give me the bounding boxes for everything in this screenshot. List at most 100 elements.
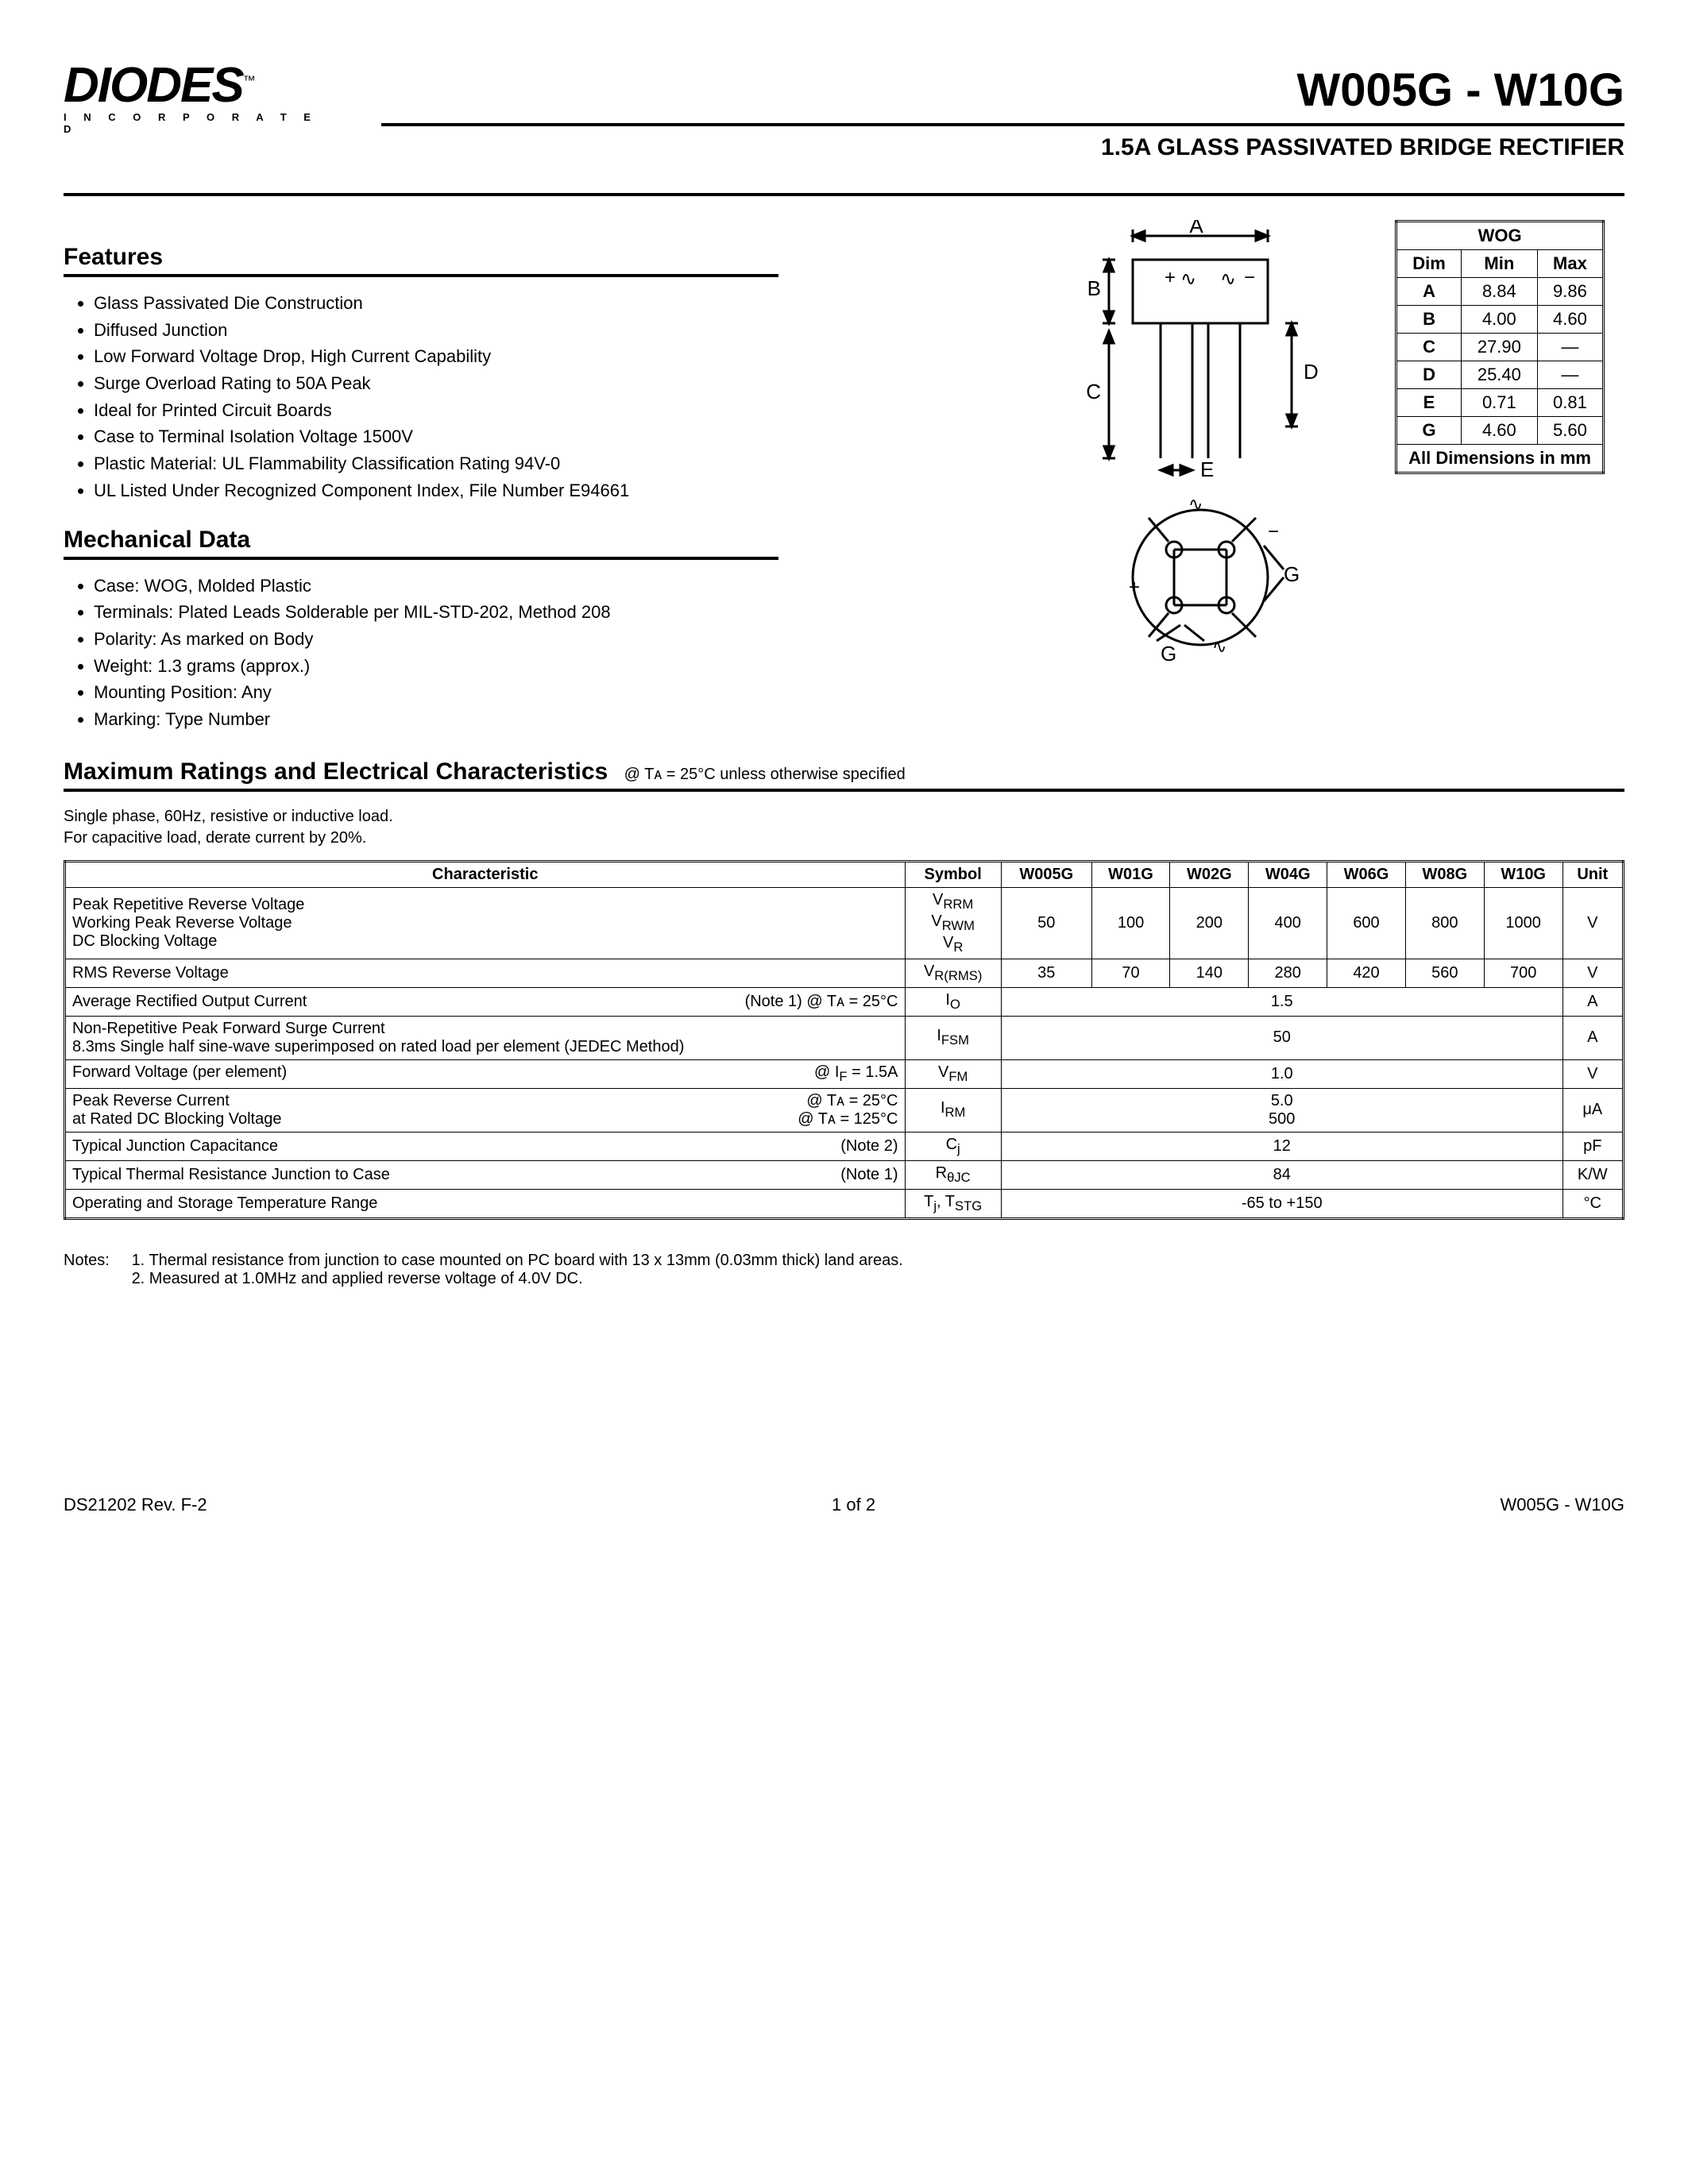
ratings-symbol: Tj, TSTG	[905, 1189, 1001, 1218]
ratings-value: 560	[1405, 959, 1484, 987]
ratings-value: 700	[1484, 959, 1562, 987]
svg-text:A: A	[1190, 220, 1204, 237]
logo-name: DIODES	[64, 58, 243, 113]
ratings-header: W06G	[1327, 861, 1406, 887]
dimension-table: WOG DimMinMax A8.849.86B4.004.60C27.90—D…	[1395, 220, 1605, 474]
svg-text:∿: ∿	[1212, 637, 1226, 657]
list-item: Surge Overload Rating to 50A Peak	[94, 372, 778, 396]
ratings-value: 12	[1001, 1132, 1562, 1160]
logo-text: DIODES™	[64, 64, 334, 108]
ratings-characteristic: Operating and Storage Temperature Range	[65, 1189, 906, 1218]
svg-text:B: B	[1087, 276, 1101, 300]
dim-table-caption: All Dimensions in mm	[1396, 445, 1604, 473]
dim-cell: 8.84	[1461, 278, 1537, 306]
ratings-characteristic: Typical Junction Capacitance(Note 2)	[65, 1132, 906, 1160]
part-number-title: W005G - W10G	[381, 64, 1624, 117]
svg-text:−: −	[1268, 521, 1279, 542]
dim-header: Min	[1461, 250, 1537, 278]
dim-cell: C	[1396, 334, 1462, 361]
svg-text:D: D	[1304, 360, 1319, 384]
svg-text:∿: ∿	[1180, 268, 1196, 290]
ratings-value: 600	[1327, 887, 1406, 959]
list-item: Mounting Position: Any	[94, 681, 778, 704]
product-subtitle: 1.5A GLASS PASSIVATED BRIDGE RECTIFIER	[381, 134, 1624, 161]
ratings-unit: pF	[1562, 1132, 1623, 1160]
svg-text:E: E	[1200, 457, 1214, 481]
svg-text:+: +	[1165, 267, 1176, 288]
svg-text:−: −	[1244, 267, 1255, 288]
ratings-table: CharacteristicSymbolW005GW01GW02GW04GW06…	[64, 860, 1624, 1220]
dim-cell: 5.60	[1537, 417, 1603, 445]
ratings-symbol: VR(RMS)	[905, 959, 1001, 987]
dim-cell: —	[1537, 334, 1603, 361]
ratings-characteristic: Average Rectified Output Current(Note 1)…	[65, 987, 906, 1016]
list-item: Weight: 1.3 grams (approx.)	[94, 654, 778, 678]
ratings-value: 35	[1001, 959, 1091, 987]
dim-cell: 4.60	[1461, 417, 1537, 445]
svg-text:G: G	[1161, 642, 1176, 665]
footer-center: 1 of 2	[832, 1495, 875, 1515]
dim-cell: 25.40	[1461, 361, 1537, 389]
list-item: Case: WOG, Molded Plastic	[94, 574, 778, 598]
ratings-header: W005G	[1001, 861, 1091, 887]
list-item: Marking: Type Number	[94, 708, 778, 731]
ratings-characteristic: Peak Reverse Currentat Rated DC Blocking…	[65, 1088, 906, 1132]
ratings-symbol: IFSM	[905, 1016, 1001, 1059]
ratings-symbol: IRM	[905, 1088, 1001, 1132]
dim-cell: E	[1396, 389, 1462, 417]
ratings-unit: K/W	[1562, 1160, 1623, 1189]
dim-cell: G	[1396, 417, 1462, 445]
footer-left: DS21202 Rev. F-2	[64, 1495, 207, 1515]
company-logo: DIODES™ I N C O R P O R A T E D	[64, 64, 334, 135]
page-footer: DS21202 Rev. F-2 1 of 2 W005G - W10G	[64, 1495, 1624, 1515]
list-item: Plastic Material: UL Flammability Classi…	[94, 452, 778, 476]
dim-cell: 4.60	[1537, 306, 1603, 334]
logo-subtext: I N C O R P O R A T E D	[64, 111, 334, 135]
ratings-characteristic: Non-Repetitive Peak Forward Surge Curren…	[65, 1016, 906, 1059]
list-item: Low Forward Voltage Drop, High Current C…	[94, 345, 778, 369]
svg-text:C: C	[1086, 380, 1101, 403]
ratings-value: 280	[1249, 959, 1327, 987]
ratings-value: 400	[1249, 887, 1327, 959]
dim-cell: 4.00	[1461, 306, 1537, 334]
ratings-value: 50	[1001, 887, 1091, 959]
ratings-symbol: VFM	[905, 1059, 1001, 1088]
ratings-symbol: RθJC	[905, 1160, 1001, 1189]
ratings-value: 200	[1170, 887, 1249, 959]
ratings-value: 5.0500	[1001, 1088, 1562, 1132]
ratings-value: -65 to +150	[1001, 1189, 1562, 1218]
ratings-characteristic: Peak Repetitive Reverse VoltageWorking P…	[65, 887, 906, 959]
ratings-heading: Maximum Ratings and Electrical Character…	[64, 758, 1624, 792]
dim-table-title: WOG	[1396, 222, 1604, 250]
dim-header: Dim	[1396, 250, 1462, 278]
dim-cell: A	[1396, 278, 1462, 306]
ratings-value: 50	[1001, 1016, 1562, 1059]
ratings-value: 1000	[1484, 887, 1562, 959]
mechanical-list: Case: WOG, Molded PlasticTerminals: Plat…	[94, 574, 778, 731]
ratings-value: 1.0	[1001, 1059, 1562, 1088]
ratings-value: 140	[1170, 959, 1249, 987]
dim-cell: 0.71	[1461, 389, 1537, 417]
mechanical-heading: Mechanical Data	[64, 527, 778, 560]
ratings-symbol: IO	[905, 987, 1001, 1016]
ratings-value: 800	[1405, 887, 1484, 959]
ratings-header: W08G	[1405, 861, 1484, 887]
ratings-unit: A	[1562, 1016, 1623, 1059]
ratings-characteristic: Forward Voltage (per element)@ IF = 1.5A	[65, 1059, 906, 1088]
list-item: UL Listed Under Recognized Component Ind…	[94, 479, 778, 503]
ratings-heading-text: Maximum Ratings and Electrical Character…	[64, 758, 608, 785]
ratings-header: Characteristic	[65, 861, 906, 887]
dim-cell: 9.86	[1537, 278, 1603, 306]
ratings-unit: V	[1562, 887, 1623, 959]
notes-body: 1. Thermal resistance from junction to c…	[132, 1252, 903, 1288]
dim-cell: 27.90	[1461, 334, 1537, 361]
ratings-unit: V	[1562, 1059, 1623, 1088]
ratings-value: 70	[1091, 959, 1170, 987]
ratings-symbol: Cj	[905, 1132, 1001, 1160]
ratings-symbol: VRRMVRWMVR	[905, 887, 1001, 959]
ratings-value: 84	[1001, 1160, 1562, 1189]
ratings-unit: μA	[1562, 1088, 1623, 1132]
ratings-condition: @ Tᴀ = 25°C unless otherwise specified	[624, 766, 906, 783]
page-header: DIODES™ I N C O R P O R A T E D W005G - …	[64, 64, 1624, 161]
dim-cell: —	[1537, 361, 1603, 389]
